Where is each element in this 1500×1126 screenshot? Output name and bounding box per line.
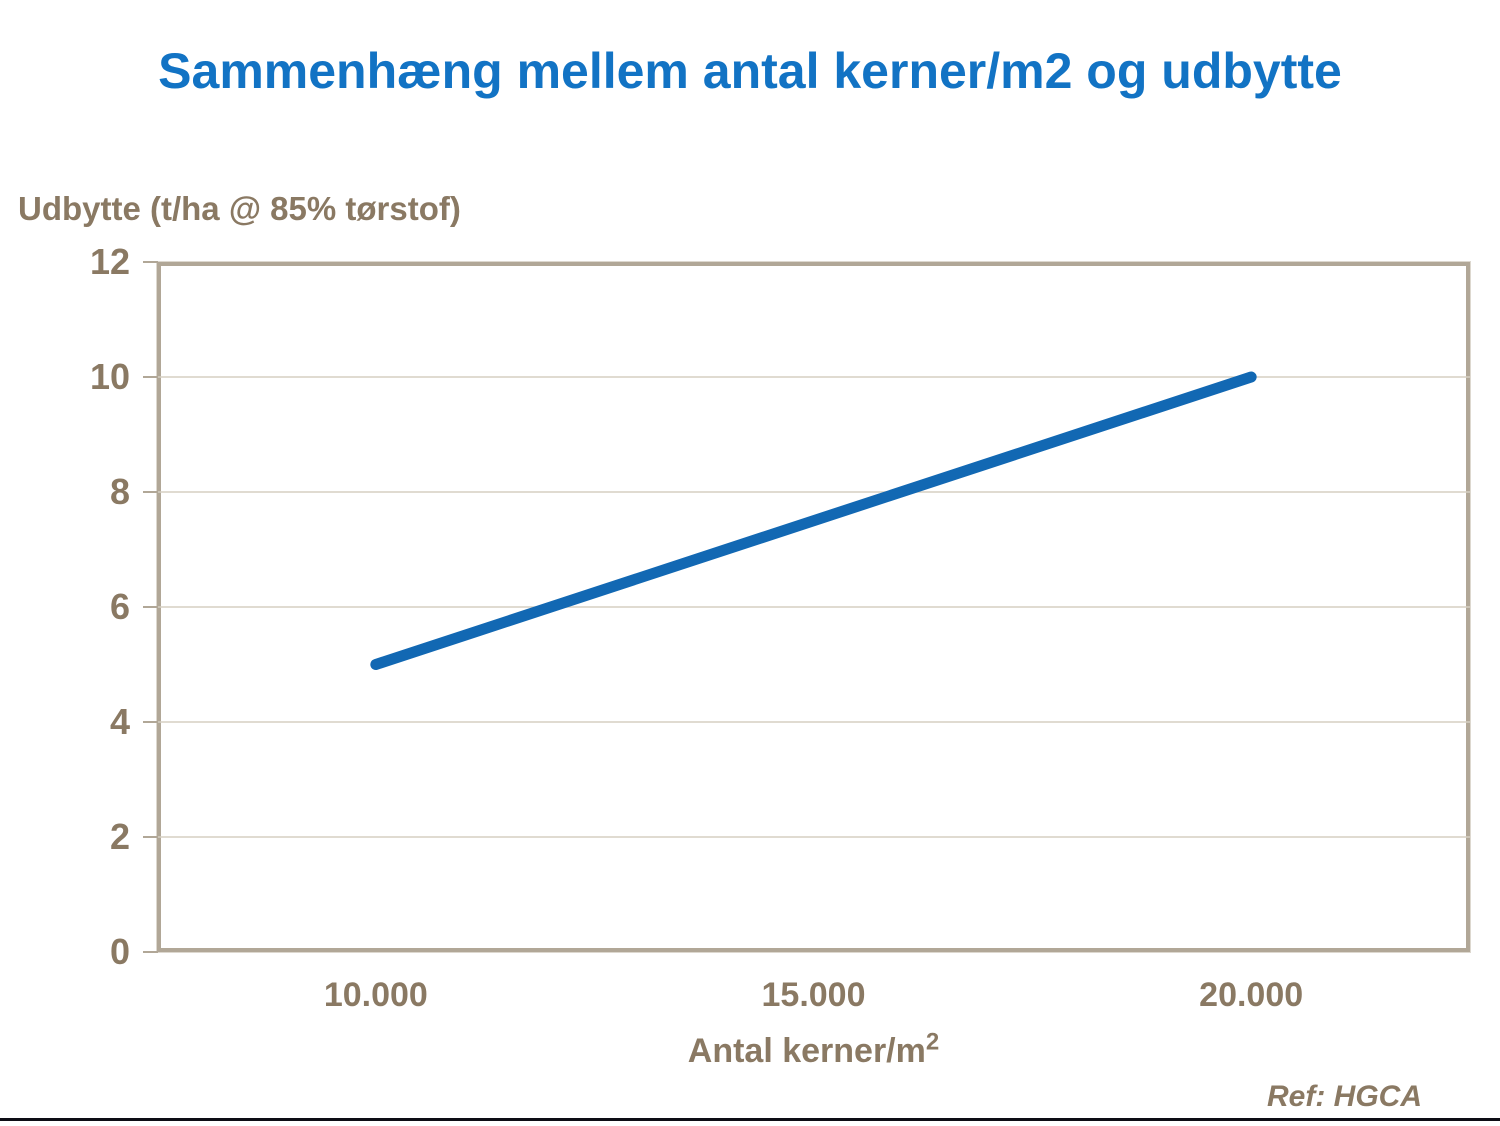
y-tick-mark (143, 606, 158, 608)
y-tick-mark (143, 836, 158, 838)
footer-rule (0, 1118, 1500, 1121)
x-tick-label: 20.000 (1199, 976, 1304, 1014)
x-axis-label-sup: 2 (925, 1028, 940, 1056)
y-tick-mark (143, 491, 158, 493)
y-tick-mark (143, 261, 158, 263)
y-tick-mark (143, 721, 158, 723)
chart-title: Sammenhæng mellem antal kerner/m2 og udb… (158, 43, 1342, 99)
gridlines (157, 376, 1470, 838)
y-tick-mark (143, 376, 158, 378)
data-line-series (370, 371, 1257, 670)
y-tick-label: 8 (109, 471, 130, 512)
y-tick-label: 10 (89, 356, 130, 397)
x-axis-label-text: Antal kerner/m (687, 1032, 926, 1070)
y-tick-label: 0 (109, 931, 130, 972)
x-tick-label: 15.000 (761, 976, 866, 1014)
y-tick-label: 12 (89, 241, 130, 282)
y-axis-label: Udbytte (t/ha @ 85% tørstof) (18, 190, 461, 227)
y-tick-label: 4 (109, 701, 130, 742)
y-tick-label: 6 (109, 586, 130, 627)
reference-note: Ref: HGCA (1267, 1080, 1422, 1113)
y-tick-label: 2 (109, 816, 130, 857)
chart-canvas (157, 371, 1470, 838)
x-tick-label: 10.000 (323, 976, 428, 1014)
y-tick-mark (143, 951, 158, 953)
x-axis-label: Antal kerner/m2 (157, 1028, 1470, 1071)
